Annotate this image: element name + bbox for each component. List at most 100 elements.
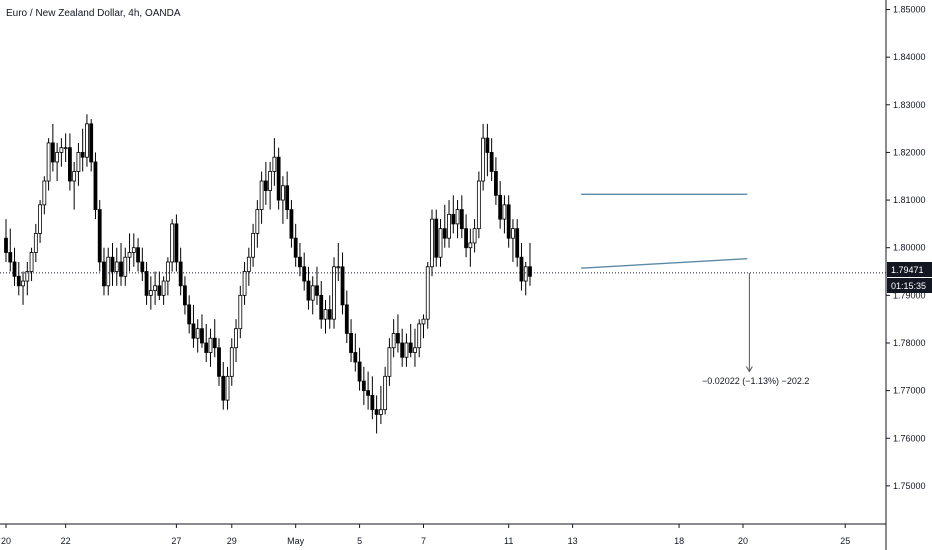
candle-bearish (498, 194, 503, 220)
candle-bearish (357, 361, 362, 382)
time-tick-label: 11 (504, 536, 513, 546)
candle-bearish (396, 333, 400, 344)
candle-bearish (68, 147, 72, 182)
drawing-lines (0, 193, 886, 373)
candle-bearish (110, 256, 115, 272)
candle-bullish (33, 233, 38, 253)
candle-bearish (144, 271, 149, 296)
candle-bearish (344, 304, 349, 334)
candle-bullish (208, 337, 213, 353)
candle-bearish (178, 261, 183, 287)
candle-bullish (387, 347, 392, 377)
time-tick-label: 13 (568, 536, 578, 546)
candle-bearish (12, 261, 17, 277)
candle-bearish (217, 347, 221, 377)
price-tick-label: 1.84000 (893, 52, 926, 62)
candle-bearish (157, 285, 162, 296)
candle-bullish (234, 328, 238, 349)
candle-bearish (285, 185, 290, 210)
candle-bullish (165, 261, 170, 282)
candle-bullish (332, 266, 336, 320)
candle-bullish (25, 271, 30, 282)
time-tick-label: 29 (227, 536, 237, 546)
time-axis[interactable]: 20 22 27 29 May 5 7 11 13 18 20 25 (1, 524, 850, 546)
candle-bearish (489, 152, 494, 172)
candles (4, 114, 532, 434)
candle-bullish (336, 266, 341, 269)
candle-bullish (114, 261, 119, 272)
candle-bullish (413, 347, 417, 353)
price-axis[interactable]: 1.85000 1.84000 1.83000 1.82000 1.81000 1.800… (886, 5, 926, 491)
candle-bearish (327, 309, 332, 320)
candle-bullish (280, 185, 285, 201)
candle-bullish (123, 256, 128, 277)
price-tick-label: 1.80000 (893, 243, 926, 253)
candle-bearish (400, 342, 405, 358)
candle-bullish (502, 204, 507, 220)
candle-bearish (89, 123, 94, 163)
candle-bullish (195, 328, 200, 339)
time-tick-label: 7 (421, 536, 426, 546)
candle-bearish (464, 228, 468, 249)
candle-bullish (29, 252, 34, 272)
candle-bullish (259, 180, 264, 211)
countdown-label: 01:15:35 (891, 281, 926, 291)
candle-bullish (63, 147, 68, 150)
candle-bearish (80, 152, 85, 158)
candle-bullish (391, 333, 396, 349)
chart-title: Euro / New Zealand Dollar, 4h, OANDA (6, 8, 181, 19)
candle-bullish (170, 223, 175, 263)
candle-bearish (276, 156, 281, 201)
candle-bullish (523, 266, 528, 282)
time-tick-label: 5 (357, 536, 362, 546)
candle-bearish (528, 266, 532, 277)
candle-bullish (42, 180, 47, 206)
candle-bullish (59, 147, 64, 153)
candle-bearish (289, 209, 294, 239)
candle-bearish (200, 328, 204, 344)
candle-bearish (174, 223, 179, 263)
candle-bearish (50, 142, 55, 163)
candle-bullish (46, 142, 51, 182)
support-trendline[interactable] (581, 257, 748, 269)
candle-bearish (302, 266, 307, 282)
candle-bullish (38, 204, 42, 234)
candle-bearish (298, 256, 302, 268)
candle-bullish (55, 152, 60, 163)
candle-bearish (183, 285, 187, 306)
price-tick-label: 1.76000 (893, 433, 926, 443)
candle-bearish (451, 213, 456, 225)
current-price-tag (887, 262, 932, 277)
candle-bullish (476, 180, 481, 230)
candle-bullish (251, 233, 255, 258)
candle-bullish (383, 375, 388, 411)
candle-bullish (131, 247, 136, 253)
candle-bullish (438, 228, 443, 258)
candle-bearish (4, 237, 8, 253)
candle-bullish (242, 271, 247, 296)
candle-bearish (191, 323, 196, 339)
time-tick-label: 20 (738, 536, 748, 546)
candle-bearish (97, 209, 102, 263)
candle-bullish (378, 409, 383, 415)
candle-bearish (93, 161, 98, 211)
price-tick-label: 1.79000 (893, 290, 926, 300)
time-tick-label: 27 (171, 536, 181, 546)
candle-bullish (76, 152, 81, 172)
candle-bearish (263, 180, 268, 191)
candle-bullish (421, 318, 426, 325)
candle-bearish (515, 228, 520, 258)
candle-bullish (268, 171, 273, 191)
candle-bullish (255, 209, 260, 234)
candle-bullish (310, 285, 315, 301)
candle-bullish (472, 228, 477, 244)
time-tick-label: 18 (674, 536, 684, 546)
candle-bearish (140, 261, 145, 272)
candle-bullish (272, 156, 277, 172)
candle-bearish (361, 380, 366, 392)
candle-bullish (72, 171, 77, 182)
candle-bearish (212, 337, 217, 349)
candle-bearish (16, 275, 21, 287)
candle-bearish (434, 218, 439, 258)
